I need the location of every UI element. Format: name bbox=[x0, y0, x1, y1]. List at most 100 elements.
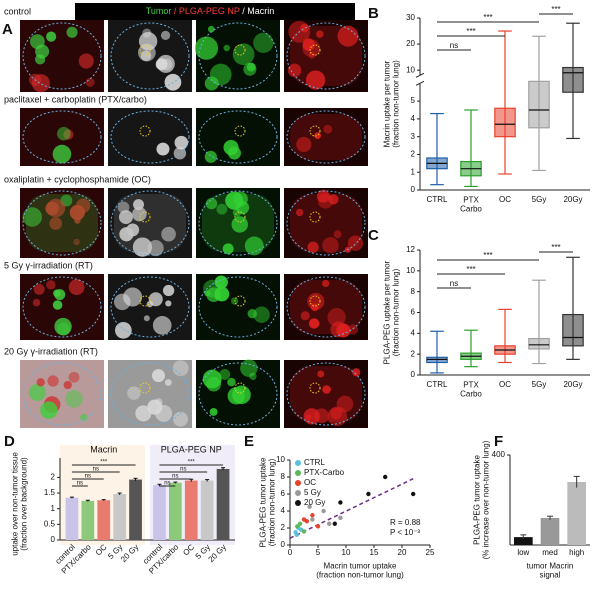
signal-blob bbox=[232, 385, 251, 405]
y-tick-label: 4 bbox=[281, 506, 286, 515]
signal-blob bbox=[135, 405, 152, 422]
signal-blob bbox=[209, 63, 232, 86]
signal-blob bbox=[300, 311, 310, 321]
y-tick-label: 4 bbox=[411, 328, 416, 337]
x-tick-label: med bbox=[542, 548, 558, 557]
bar bbox=[81, 500, 95, 540]
signal-blob bbox=[316, 189, 330, 203]
y-tick-label: 1 bbox=[411, 167, 416, 176]
bar bbox=[567, 482, 586, 545]
signal-blob bbox=[162, 284, 175, 297]
group-title: PLGA-PEG NP bbox=[161, 444, 222, 454]
point bbox=[294, 532, 299, 537]
signal-haze bbox=[290, 280, 362, 334]
bar bbox=[514, 537, 533, 545]
signal-blob bbox=[227, 146, 241, 160]
roi-circle bbox=[234, 211, 246, 223]
row-label: 5 Gy γ-irradiation (RT) bbox=[4, 260, 93, 270]
signal-blob bbox=[156, 54, 175, 73]
signal-blob bbox=[156, 142, 170, 156]
lung-outline bbox=[110, 22, 190, 90]
signal-blob bbox=[240, 359, 258, 377]
bar bbox=[65, 497, 79, 540]
y-tick-label: 0 bbox=[51, 535, 56, 544]
panel-label: A bbox=[2, 21, 13, 38]
x-axis-label: tumor Macrin signal bbox=[527, 562, 574, 580]
signal-blob bbox=[52, 144, 72, 164]
channel-np: / PLGA-PEG NP bbox=[174, 6, 240, 16]
x-tick-label: OC bbox=[499, 195, 511, 204]
roi-circle bbox=[309, 295, 321, 307]
roi-circle bbox=[234, 125, 246, 137]
x-tick-label: 5Gy bbox=[532, 380, 547, 389]
signal-blob bbox=[222, 243, 234, 255]
y-tick-label: 2 bbox=[51, 473, 56, 482]
y-axis-label: Macrin uptake per tumor(fraction non-tum… bbox=[383, 60, 401, 148]
signal-blob bbox=[74, 217, 81, 224]
signal-blob bbox=[151, 369, 165, 383]
lung-outline bbox=[198, 190, 278, 256]
y-tick-label: 3 bbox=[411, 132, 416, 141]
roi-circle bbox=[234, 44, 246, 56]
y-tick-label: 5 bbox=[411, 96, 416, 105]
signal-blob bbox=[204, 150, 217, 163]
y-tick-label: 10 bbox=[276, 455, 285, 464]
legend-label: 5 Gy bbox=[304, 488, 321, 497]
lung-outline bbox=[286, 190, 366, 256]
x-tick-label: 20Gy bbox=[563, 380, 582, 389]
legend-label: CTRL bbox=[304, 458, 325, 467]
sig-label: ns bbox=[77, 481, 83, 487]
x-tick-label: PTX Carbo bbox=[460, 196, 482, 214]
panel-label: F bbox=[494, 433, 503, 450]
row-label: oxaliplatin + cyclophosphamide (OC) bbox=[4, 174, 151, 184]
x-tick-label: PTX Carbo bbox=[460, 381, 482, 399]
point bbox=[332, 521, 337, 526]
signal-blob bbox=[147, 240, 164, 257]
signal-blob bbox=[22, 207, 42, 227]
y-tick-label: 8 bbox=[411, 287, 416, 296]
signal-blob bbox=[232, 43, 255, 66]
signal-blob bbox=[302, 38, 315, 51]
text-line: Macrin tumor uptake bbox=[324, 562, 397, 571]
box bbox=[528, 337, 550, 350]
signal-haze bbox=[114, 194, 186, 252]
box bbox=[494, 107, 516, 138]
roi-circle bbox=[234, 295, 246, 307]
signal-blob bbox=[53, 289, 61, 297]
sig-label: ns bbox=[450, 279, 458, 288]
roi-circle bbox=[139, 44, 151, 56]
signal-blob bbox=[246, 62, 256, 72]
bar bbox=[200, 480, 214, 540]
bar bbox=[216, 468, 230, 540]
signal-blob bbox=[28, 383, 46, 401]
channel-tumor: Tumor bbox=[146, 6, 172, 16]
sig-label: ns bbox=[93, 467, 99, 473]
channel-legend: Tumor / PLGA-PEG NP / Macrin bbox=[146, 6, 275, 16]
signal-blob bbox=[164, 379, 172, 386]
signal-blob bbox=[118, 210, 133, 225]
sig-label: ns bbox=[180, 467, 186, 473]
row-label: 20 Gy γ-irradiation (RT) bbox=[4, 346, 98, 356]
legend-label: OC bbox=[304, 478, 316, 487]
signal-blob bbox=[302, 39, 320, 57]
x-tick-label: 5 bbox=[316, 548, 321, 557]
lung-outline bbox=[22, 362, 102, 426]
sig-label: ns bbox=[85, 474, 91, 480]
panel-label: D bbox=[4, 433, 15, 450]
signal-haze bbox=[290, 194, 362, 252]
y-tick-label: 2 bbox=[411, 349, 416, 358]
bar bbox=[97, 500, 111, 540]
sig-label: *** bbox=[188, 460, 196, 466]
signal-blob bbox=[337, 25, 359, 47]
signal-blob bbox=[142, 28, 152, 38]
y-tick-label: 400 bbox=[492, 450, 506, 459]
bar bbox=[168, 482, 182, 540]
text-line: (fraction non-tumor lung) bbox=[316, 571, 404, 580]
y-tick-label: 20 bbox=[406, 39, 415, 48]
x-axis-label: Macrin tumor uptake (fraction non-tumor l… bbox=[316, 562, 404, 580]
signal-blob bbox=[127, 386, 141, 400]
signal-blob bbox=[32, 298, 41, 307]
signal-blob bbox=[352, 368, 361, 377]
signal-blob bbox=[52, 300, 63, 310]
